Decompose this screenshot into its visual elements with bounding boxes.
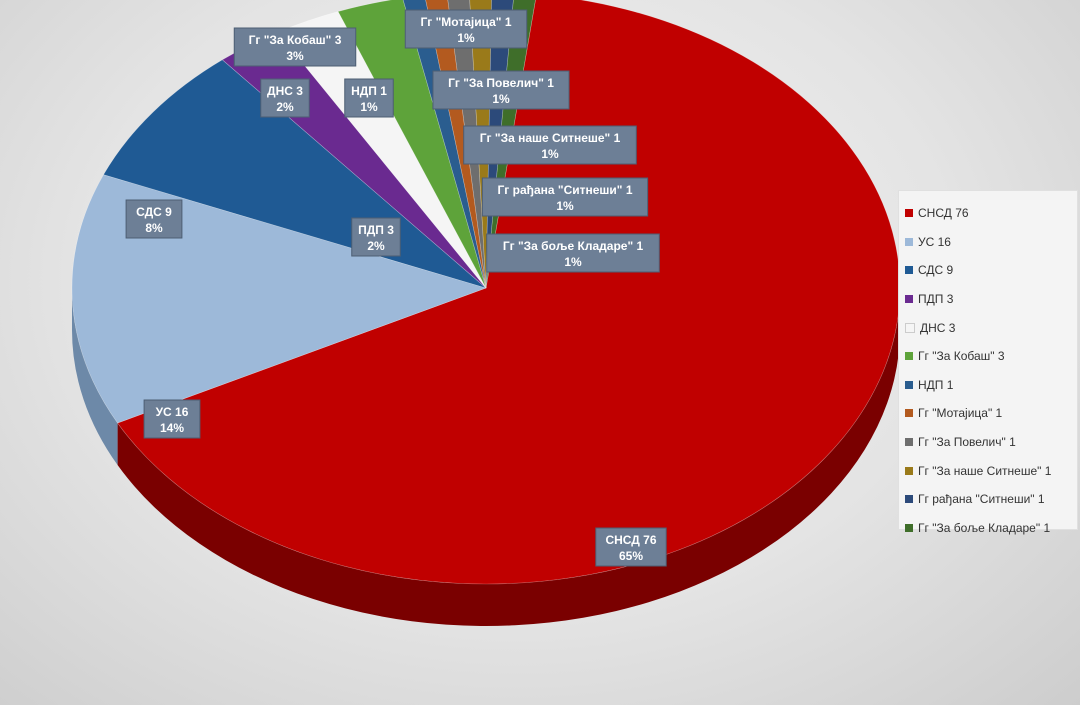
data-label-name: Гг "За боље Кладаре" 1 [503,239,644,253]
legend-item: ПДП 3 [899,285,1077,314]
data-label-percent: 2% [367,239,385,253]
data-label-1: УС 16 14% [143,399,201,439]
legend-swatch [905,523,913,532]
data-label-percent: 3% [286,49,304,63]
legend-swatch [905,495,913,504]
legend-label: СДС 9 [918,263,954,278]
legend-swatch [905,438,913,447]
data-label-percent: 8% [145,221,163,235]
legend-label: ДНС 3 [920,320,956,335]
legend-swatch [905,209,913,218]
legend-item: Гг "Мотајица" 1 [899,399,1077,428]
data-label-name: НДП 1 [351,84,387,98]
data-label-box [595,527,667,567]
data-label-box [260,78,310,118]
data-label-name: Гг "Мотајица" 1 [420,15,511,29]
legend-item: НДП 1 [899,371,1077,400]
data-label-box [432,70,570,110]
data-label-8: Гг "За Повелич" 1 1% [432,70,570,110]
data-label-3: ПДП 3 2% [351,217,401,257]
data-label-percent: 1% [492,92,510,106]
legend-label: Гг "За наше Ситнеше" 1 [918,463,1052,478]
pie-side-0 [117,288,900,626]
data-label-box [481,177,649,217]
pie-slice-0 [117,0,901,585]
data-label-name: СНСД 76 [605,533,656,547]
legend-item: УС 16 [899,228,1077,257]
data-label-percent: 1% [541,147,559,161]
legend-swatch [905,466,913,475]
data-label-10: Гг рађана "Ситнеши" 1 1% [481,177,649,217]
legend-swatch [905,409,913,418]
legend-swatch [905,266,913,275]
data-label-box [351,217,401,257]
legend-swatch [905,380,913,389]
data-label-name: УС 16 [156,405,189,419]
data-label-percent: 1% [556,199,574,213]
data-label-box [143,399,201,439]
data-label-2: СДС 9 8% [125,199,183,239]
data-label-box [344,78,394,118]
data-label-name: СДС 9 [136,205,172,219]
data-label-percent: 1% [564,255,582,269]
data-label-5: Гг "За Кобаш" 3 3% [233,27,357,67]
legend-item: СНСД 76 [899,199,1077,228]
legend-swatch [905,237,913,246]
data-label-name: Гг рађана "Ситнеши" 1 [497,183,632,197]
data-label-percent: 1% [457,31,475,45]
data-label-percent: 1% [360,100,378,114]
legend-swatch [905,295,913,304]
data-label-name: Гг "За наше Ситнеше" 1 [480,131,621,145]
pie-slice-5 [337,0,487,289]
pie-side-1 [72,288,118,466]
data-labels: СНСД 76 65% УС 16 14% СДС 9 8% ПДП 3 2% ДНС 3 2% Г… [125,9,667,567]
data-label-name: Гг "За Повелич" 1 [448,76,554,90]
legend-label: УС 16 [918,234,951,249]
legend-item: ДНС 3 [899,313,1077,342]
legend-label: НДП 1 [918,377,954,392]
legend-label: ПДП 3 [918,292,954,307]
data-label-6: НДП 1 1% [344,78,394,118]
data-label-box [404,9,528,49]
legend-label: Гг "Мотајица" 1 [918,406,1003,421]
legend-label: СНСД 76 [918,206,969,221]
data-label-box [125,199,183,239]
data-label-percent: 14% [160,421,184,435]
data-label-name: ПДП 3 [358,223,394,237]
data-label-9: Гг "За наше Ситнеше" 1 1% [463,125,637,165]
legend-swatch [905,322,915,333]
legend-label: Гг "За боље Кладаре" 1 [918,520,1051,535]
legend-item: Гг "За боље Кладаре" 1 [899,514,1077,543]
data-label-percent: 65% [619,549,643,563]
data-label-4: ДНС 3 2% [260,78,310,118]
legend: СНСД 76 УС 16 СДС 9 ПДП 3 ДНС 3 Гг "За Кобаш"… [898,190,1078,535]
data-label-name: ДНС 3 [267,84,303,98]
data-label-7: Гг "Мотајица" 1 1% [404,9,528,49]
legend-item: Гг "За Кобаш" 3 [899,342,1077,371]
data-label-0: СНСД 76 65% [595,527,667,567]
data-label-box [486,233,660,273]
legend-item: Гг "За наше Ситнеше" 1 [899,456,1077,485]
legend-item: Гг рађана "Ситнеши" 1 [899,485,1077,514]
legend-label: Гг "За Кобаш" 3 [918,349,1005,364]
data-label-11: Гг "За боље Кладаре" 1 1% [486,233,660,273]
legend-label: Гг рађана "Ситнеши" 1 [918,492,1045,507]
data-label-box [233,27,357,67]
data-label-box [463,125,637,165]
data-label-name: Гг "За Кобаш" 3 [249,33,342,47]
pie-sides [72,288,900,626]
legend-label: Гг "За Повелич" 1 [918,435,1016,450]
legend-item: Гг "За Повелич" 1 [899,428,1077,457]
data-label-percent: 2% [276,100,294,114]
legend-swatch [905,352,913,361]
legend-item: СДС 9 [899,256,1077,285]
